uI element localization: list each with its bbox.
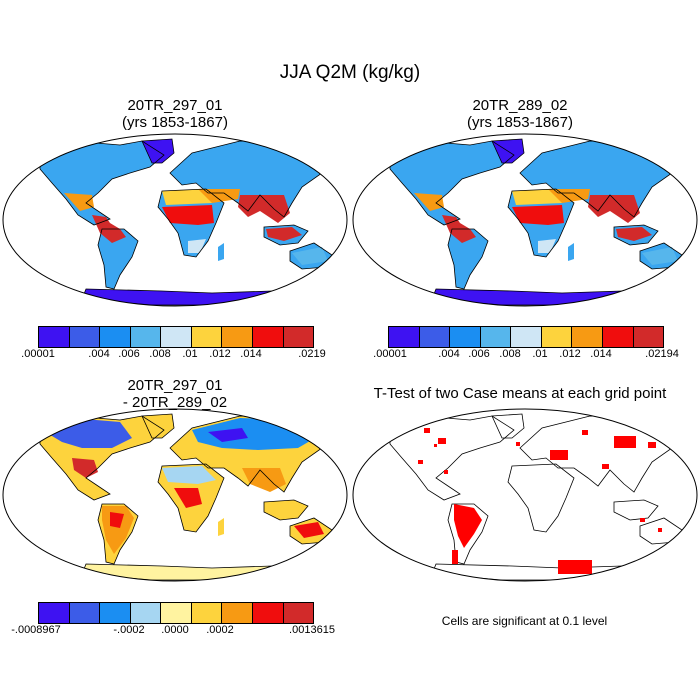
panel-1-title: 20TR_297_01 (yrs 1853-1867)	[15, 97, 335, 131]
panel-2-title-line1: 20TR_289_02	[472, 97, 568, 114]
colorbar-2-label: .006	[468, 348, 490, 360]
colorbar-1-label: .00001	[21, 348, 55, 360]
colorbar-3-cell	[130, 603, 162, 623]
colorbar-2-label: .01	[532, 348, 548, 360]
colorbar-3-label: -.0008967	[11, 624, 61, 636]
colorbar-1-cell	[130, 327, 162, 347]
colorbar-2-label: .00001	[373, 348, 407, 360]
colorbar-1-cell	[222, 327, 253, 347]
colorbar-1-cell	[39, 327, 70, 347]
colorbar-3-cell	[39, 603, 70, 623]
colorbar-2-cell	[389, 327, 420, 347]
colorbar-3-cell	[100, 603, 131, 623]
map-panel-4-ttest	[352, 408, 698, 582]
colorbar-panel-2	[388, 326, 664, 348]
colorbar-3-cell	[252, 603, 284, 623]
colorbar-1-cell	[100, 327, 131, 347]
colorbar-2-label: .012	[559, 348, 581, 360]
colorbar-2-cell	[419, 327, 451, 347]
colorbar-1-cell	[161, 327, 192, 347]
colorbar-2-label: .02194	[645, 348, 679, 360]
colorbar-1-cell	[69, 327, 101, 347]
panel-4-title-line1: T-Test of two Case means at each grid po…	[373, 385, 667, 402]
map-panel-2	[352, 133, 698, 307]
colorbar-1-label: .008	[149, 348, 171, 360]
panel-3-title-line2: - 20TR_289_02	[122, 394, 228, 411]
colorbar-2-cell	[633, 327, 664, 347]
colorbar-panel-1	[38, 326, 314, 348]
map-panel-3-difference	[2, 408, 348, 582]
colorbar-2-cell	[572, 327, 603, 347]
colorbar-2-label: .004	[438, 348, 460, 360]
panel-2-title-line2: (yrs 1853-1867)	[467, 114, 573, 131]
colorbar-1-cell	[283, 327, 314, 347]
colorbar-2-cell	[541, 327, 573, 347]
panel-2-title: 20TR_289_02 (yrs 1853-1867)	[360, 97, 680, 131]
map-panel-1	[2, 133, 348, 307]
colorbar-3-label: .0002	[206, 624, 234, 636]
colorbar-2-cell	[602, 327, 634, 347]
colorbar-3-cell	[161, 603, 192, 623]
colorbar-3-label: -.0002	[113, 624, 145, 636]
colorbar-3-cell	[69, 603, 101, 623]
significance-note: Cells are significant at 0.1 level	[441, 614, 608, 628]
figure-title: JJA Q2M (kg/kg)	[279, 62, 421, 83]
panel-3-title-line1: 20TR_297_01	[127, 377, 223, 394]
colorbar-1-label: .01	[182, 348, 198, 360]
colorbar-2-cell	[511, 327, 542, 347]
colorbar-3-cell	[283, 603, 314, 623]
panel-4-title: T-Test of two Case means at each grid po…	[350, 385, 690, 402]
colorbar-2-cell	[480, 327, 512, 347]
panel-1-title-line2: (yrs 1853-1867)	[122, 114, 228, 131]
colorbar-3-cell	[222, 603, 253, 623]
colorbar-panel-3	[38, 602, 314, 624]
colorbar-2-label: .014	[590, 348, 612, 360]
colorbar-1-label: .0219	[298, 348, 326, 360]
colorbar-1-label: .012	[209, 348, 231, 360]
colorbar-2-cell	[450, 327, 481, 347]
colorbar-1-label: .014	[240, 348, 262, 360]
panel-3-title: 20TR_297_01 - 20TR_289_02	[15, 377, 335, 411]
colorbar-3-label: .0000	[161, 624, 189, 636]
colorbar-1-cell	[252, 327, 284, 347]
colorbar-2-label: .008	[499, 348, 521, 360]
panel-1-title-line1: 20TR_297_01	[127, 97, 223, 114]
colorbar-3-cell	[191, 603, 223, 623]
colorbar-3-label: .0013615	[289, 624, 335, 636]
colorbar-1-label: .006	[118, 348, 140, 360]
colorbar-1-cell	[191, 327, 223, 347]
colorbar-1-label: .004	[88, 348, 110, 360]
